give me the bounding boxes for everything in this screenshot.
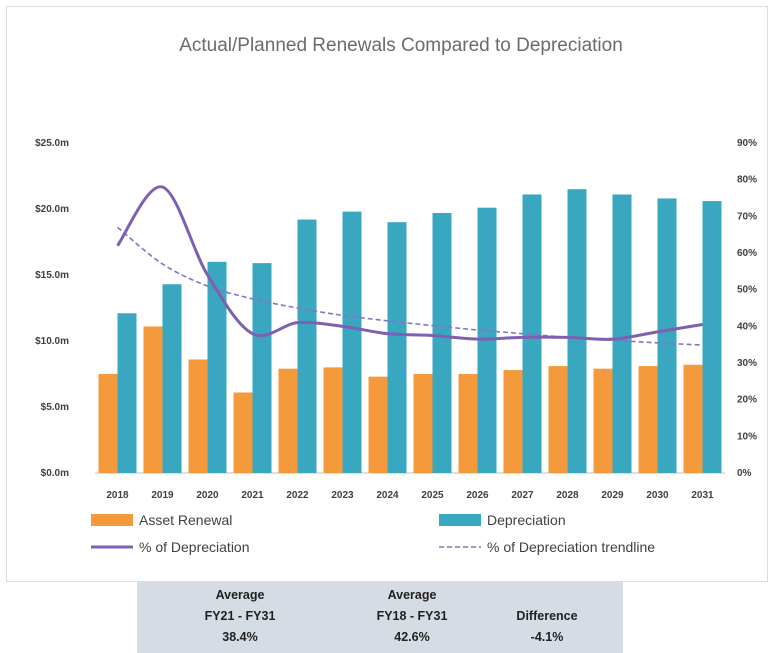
asset-renewal-bar xyxy=(368,376,388,473)
x-tick-label: 2025 xyxy=(421,490,444,501)
x-tick-label: 2031 xyxy=(691,490,714,501)
summary-col-fy18-value: 42.6% xyxy=(394,630,430,644)
asset-renewal-bar xyxy=(413,374,433,473)
y-left-tick-label: $20.0m xyxy=(35,204,69,215)
y-right-tick-label: 80% xyxy=(737,175,757,186)
legend-trendline-label: % of Depreciation trendline xyxy=(487,539,655,555)
depreciation-bar xyxy=(567,189,587,473)
asset-renewal-bar xyxy=(638,366,658,473)
y-left-tick-label: $10.0m xyxy=(35,336,69,347)
y-right-tick-label: 90% xyxy=(737,138,757,149)
legend-depreciation-label: Depreciation xyxy=(487,512,566,528)
asset-renewal-bar xyxy=(278,368,298,473)
y-right-tick-label: 50% xyxy=(737,285,757,296)
x-tick-label: 2019 xyxy=(151,490,174,501)
y-left-tick-label: $0.0m xyxy=(41,468,69,479)
y-right-tick-label: 70% xyxy=(737,211,757,222)
depreciation-bar xyxy=(702,201,722,473)
asset-renewal-bar xyxy=(143,326,163,473)
summary-difference-value: -4.1% xyxy=(530,630,564,644)
asset-renewal-bar xyxy=(593,368,613,473)
legend-depreciation-swatch xyxy=(439,514,481,526)
asset-renewal-bar xyxy=(503,370,523,473)
asset-renewal-bar xyxy=(323,367,343,473)
legend-asset-renewal-swatch xyxy=(91,514,133,526)
depreciation-bar xyxy=(342,211,362,473)
summary-difference-label: Difference xyxy=(516,609,578,623)
y-right-tick-label: 30% xyxy=(737,358,757,369)
depreciation-bar xyxy=(522,194,542,474)
x-tick-label: 2028 xyxy=(556,490,579,501)
y-right-tick-label: 60% xyxy=(737,248,757,259)
asset-renewal-bar xyxy=(188,359,208,473)
y-right-tick-label: 0% xyxy=(737,468,752,479)
depreciation-bar xyxy=(252,263,272,473)
legend-pct-label: % of Depreciation xyxy=(139,539,250,555)
depreciation-bar xyxy=(432,212,452,473)
depreciation-bar xyxy=(297,219,317,473)
depreciation-bar xyxy=(117,313,137,473)
legend: Asset Renewal Depreciation % of Depreciati… xyxy=(91,512,655,555)
depreciation-bar xyxy=(387,222,407,473)
asset-renewal-bar xyxy=(458,374,478,473)
x-tick-label: 2024 xyxy=(376,490,399,501)
summary-col-fy21: Average FY21 - FY31 38.4% xyxy=(175,585,305,648)
depreciation-bar xyxy=(162,284,182,473)
x-tick-label: 2023 xyxy=(331,490,354,501)
asset-renewal-bar xyxy=(233,392,253,473)
x-tick-label: 2027 xyxy=(511,490,534,501)
y-right-tick-label: 40% xyxy=(737,321,757,332)
x-tick-label: 2018 xyxy=(106,490,129,501)
x-tick-label: 2029 xyxy=(601,490,624,501)
chart-svg: Actual/Planned Renewals Compared to Depr… xyxy=(35,35,757,555)
summary-table: Average FY21 - FY31 38.4% Average FY18 -… xyxy=(137,582,623,653)
summary-col-fy18-line2: FY18 - FY31 xyxy=(376,609,448,623)
x-tick-label: 2020 xyxy=(196,490,219,501)
y-right-tick-label: 10% xyxy=(737,431,757,442)
asset-renewal-bar xyxy=(98,374,118,473)
summary-col-fy18-line1: Average xyxy=(387,588,437,602)
pct-of-depreciation-line xyxy=(116,185,703,341)
y-left-tick-label: $5.0m xyxy=(41,402,69,413)
summary-col-fy21-line2: FY21 - FY31 xyxy=(204,609,276,623)
summary-col-difference: Difference -4.1% xyxy=(487,606,607,648)
depreciation-bar xyxy=(207,261,227,473)
summary-col-fy21-value: 38.4% xyxy=(222,630,258,644)
summary-col-fy21-line1: Average xyxy=(215,588,265,602)
asset-renewal-bar xyxy=(548,366,568,473)
asset-renewal-bar xyxy=(683,364,703,473)
chart-title: Actual/Planned Renewals Compared to Depr… xyxy=(179,35,623,56)
legend-asset-renewal-label: Asset Renewal xyxy=(139,512,232,528)
x-tick-label: 2022 xyxy=(286,490,309,501)
summary-col-fy18: Average FY18 - FY31 42.6% xyxy=(347,585,477,648)
x-tick-label: 2030 xyxy=(646,490,669,501)
y-left-tick-label: $25.0m xyxy=(35,138,69,149)
depreciation-bar xyxy=(657,198,677,473)
x-tick-label: 2021 xyxy=(241,490,264,501)
x-tick-label: 2026 xyxy=(466,490,489,501)
y-left-tick-label: $15.0m xyxy=(35,270,69,281)
depreciation-bar xyxy=(612,194,632,474)
y-right-tick-label: 20% xyxy=(737,395,757,406)
chart-frame: Actual/Planned Renewals Compared to Depr… xyxy=(6,6,768,582)
